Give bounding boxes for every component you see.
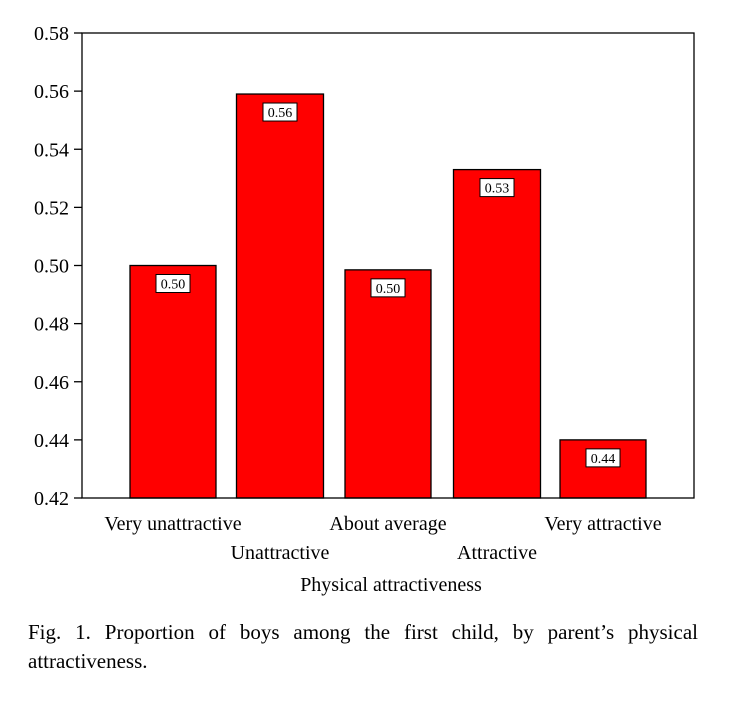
y-tick-label: 0.42 xyxy=(34,488,69,510)
bar xyxy=(129,264,217,499)
x-tick-label: Very attractive xyxy=(544,513,661,535)
bar xyxy=(452,168,542,499)
y-axis: 0.42 0.44 0.46 0.48 0.50 0.52 0.54 0.56 0.58 xyxy=(34,23,82,510)
y-tick-label: 0.48 xyxy=(34,314,69,336)
x-axis: Very unattractive Unattractive About avera… xyxy=(104,513,661,564)
x-axis-title: Physical attractiveness xyxy=(300,574,482,596)
data-label: 0.44 xyxy=(591,452,616,467)
y-tick-label: 0.46 xyxy=(34,372,69,394)
data-label-box xyxy=(479,178,515,198)
y-tick-label: 0.50 xyxy=(34,256,69,278)
y-tick-label: 0.56 xyxy=(34,81,69,103)
data-label: 0.53 xyxy=(485,182,510,197)
data-label-box xyxy=(370,278,406,298)
x-tick-label: Unattractive xyxy=(231,542,330,564)
data-labels-group: 0.50 0.56 0.50 0.53 0.44 xyxy=(155,102,621,468)
data-label-box xyxy=(155,274,191,293)
bar xyxy=(235,93,325,499)
data-label: 0.50 xyxy=(376,282,401,297)
y-tick-label: 0.44 xyxy=(34,430,69,452)
figure-caption: Fig. 1. Proportion of boys among the fir… xyxy=(28,620,698,673)
y-tick-label: 0.58 xyxy=(34,23,69,45)
x-tick-label: Very unattractive xyxy=(104,513,241,535)
x-tick-label: Attractive xyxy=(457,542,537,564)
x-tick-label: About average xyxy=(329,513,446,535)
data-label-box xyxy=(585,448,621,468)
bar xyxy=(344,269,432,499)
bars-group xyxy=(129,93,647,499)
y-tick-label: 0.54 xyxy=(34,139,69,161)
data-label-box xyxy=(262,102,298,122)
data-label: 0.50 xyxy=(161,278,186,293)
y-tick-label: 0.52 xyxy=(34,197,69,219)
data-label: 0.56 xyxy=(268,106,293,121)
bar-chart: 0.42 0.44 0.46 0.48 0.50 0.52 0.54 0.56 0.58 Ver… xyxy=(34,23,695,596)
